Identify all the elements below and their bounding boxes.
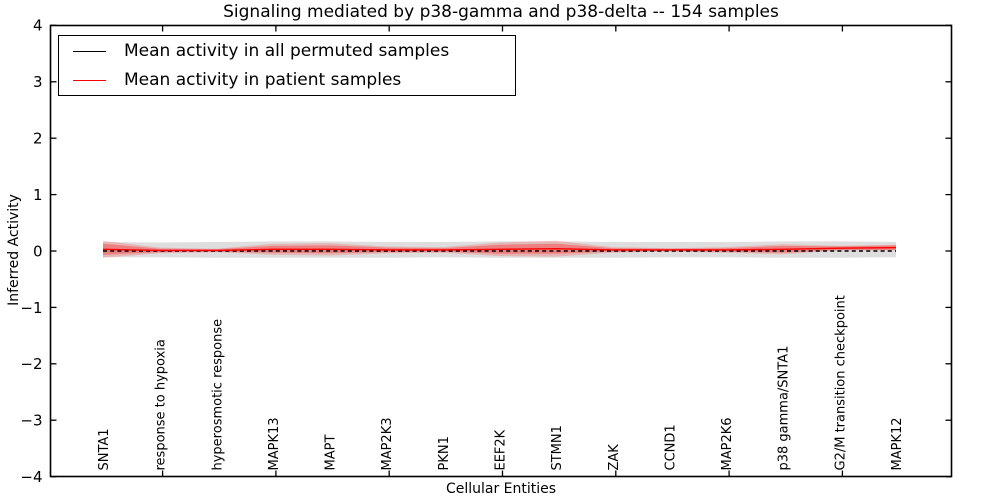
y-tick-label: 2 <box>33 130 43 148</box>
x-tick-label: STMN1 <box>550 425 565 470</box>
x-axis-label: Cellular Entities <box>445 481 557 497</box>
legend-label: Mean activity in all permuted samples <box>124 41 450 61</box>
y-tick-label: −2 <box>20 355 42 373</box>
legend-entry-permuted: Mean activity in all permuted samples <box>73 37 515 65</box>
chart-title: Signaling mediated by p38-gamma and p38-… <box>223 2 779 22</box>
x-tick-label: G2/M transition checkpoint <box>833 295 848 470</box>
y-tick-label: −1 <box>20 299 42 317</box>
y-axis-label: Inferred Activity <box>6 194 22 306</box>
x-tick-label: SNTA1 <box>97 428 112 470</box>
x-tick-label: ZAK <box>607 444 622 471</box>
legend-label: Mean activity in patient samples <box>124 70 402 90</box>
x-tick-label: response to hypoxia <box>154 339 169 470</box>
y-tick-label: 1 <box>33 186 43 204</box>
y-tick-label: 0 <box>33 242 43 260</box>
y-axis-ticks: 4 3 2 1 0 −1 −2 −3 −4 <box>20 17 952 486</box>
x-tick-label: EEF2K <box>494 429 509 470</box>
legend: Mean activity in all permuted samples Me… <box>58 35 516 96</box>
black-line-swatch-icon <box>73 50 106 52</box>
red-line-swatch-icon <box>73 79 106 81</box>
x-tick-label: MAPT <box>324 435 339 471</box>
y-tick-label: 3 <box>33 73 43 91</box>
x-tick-label: MAPK13 <box>267 417 282 470</box>
y-tick-label: −4 <box>20 468 42 486</box>
x-tick-label: MAP2K3 <box>380 417 395 470</box>
y-tick-label: −3 <box>20 412 42 430</box>
x-tick-label: p38 gamma/SNTA1 <box>777 346 792 471</box>
legend-entry-patient: Mean activity in patient samples <box>73 66 515 94</box>
x-tick-label: PKN1 <box>437 436 452 470</box>
series-line-patient <box>102 246 897 252</box>
x-tick-label: hyperosmotic response <box>210 319 225 471</box>
x-tick-labels: SNTA1 response to hypoxia hyperosmotic res… <box>97 295 905 470</box>
x-tick-label: MAPK12 <box>890 417 905 470</box>
y-tick-label: 4 <box>33 17 43 35</box>
x-tick-label: CCND1 <box>663 424 678 470</box>
x-axis-ticks <box>161 25 844 477</box>
x-tick-label: MAP2K6 <box>720 417 735 470</box>
